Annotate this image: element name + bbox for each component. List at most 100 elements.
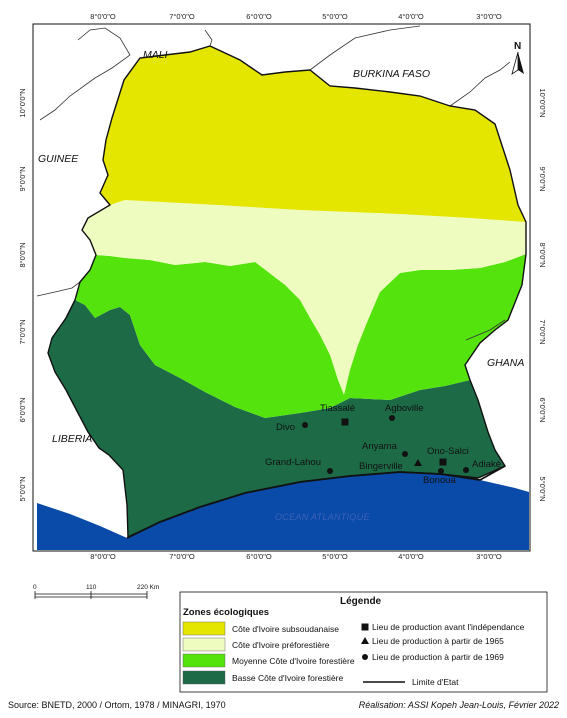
city-ono-salci: Ono-Salci <box>427 446 469 466</box>
bottom-tick-label: 6°0'0"O <box>246 552 272 561</box>
legend-zone-swatch <box>182 670 226 685</box>
legend-triangle-icon <box>361 637 369 644</box>
triangle-marker-icon <box>414 459 422 466</box>
zone-basse-forestiere <box>48 300 505 537</box>
ocean-label: OCEAN ATLANTIQUE <box>275 512 371 522</box>
zone-subsoudanaise <box>100 46 526 222</box>
right-tick-label: 10°0'0"N <box>538 88 547 117</box>
bottom-tick-labels: 8°0'0"O 7°0'0"O 6°0'0"O 5°0'0"O 4°0'0"O 3°0'0… <box>90 552 502 561</box>
production-sites: Divo Tiassalé Agboville Anyama Ono-Salci Gran… <box>265 403 501 486</box>
bottom-tick-label: 8°0'0"O <box>90 552 116 561</box>
right-tick-labels: 10°0'0"N 9°0'0"N 8°0'0"N 7°0'0"N 6°0'0"N 5°0'… <box>538 88 547 501</box>
bottom-tick-label: 7°0'0"O <box>169 552 195 561</box>
legend-symbol-label: Lieu de production à partir de 1965 <box>372 636 504 646</box>
circle-marker-icon <box>389 415 395 421</box>
city-label: Grand-Lahou <box>265 457 321 468</box>
legend-zone-label: Basse Côte d'Ivoire forestière <box>232 673 344 683</box>
scale-bar: 0 110 220 Km <box>33 584 159 599</box>
coastline <box>126 465 506 539</box>
left-tick-label: 7°0'0"N <box>18 319 27 344</box>
bottom-tick-label: 5°0'0"O <box>322 552 348 561</box>
top-tick-label: 4°0'0"O <box>398 12 424 21</box>
legend-zone-item: Basse Côte d'Ivoire forestière <box>182 670 344 685</box>
legend-symbol-item: Lieu de production à partir de 1969 <box>362 652 504 662</box>
square-marker-icon <box>341 418 349 426</box>
country-label-guinee: GUINEE <box>38 153 79 165</box>
city-adiak-: Adiaké <box>463 459 501 473</box>
legend-boundary-label: Limite d'Etat <box>412 677 459 687</box>
legend-zone-item: Moyenne Côte d'Ivoire forestière <box>182 653 355 668</box>
right-tick-label: 6°0'0"N <box>538 397 547 422</box>
legend-zone-label: Côte d'Ivoire préforestière <box>232 640 330 650</box>
state-boundary <box>47 45 527 539</box>
legend-zones-title: Zones écologiques <box>183 607 269 618</box>
legend-symbol-label: Lieu de production à partir de 1969 <box>372 652 504 662</box>
city-label: Ono-Salci <box>427 446 469 457</box>
legend-zone-swatch <box>182 653 226 668</box>
legend-symbol-item: Lieu de production à partir de 1965 <box>361 636 504 646</box>
country-label-liberia: LIBERIA <box>52 433 92 445</box>
bottom-tick-label: 4°0'0"O <box>398 552 424 561</box>
legend-symbol-item: Lieu de production avant l'indépendance <box>361 622 525 632</box>
neighbour-borders <box>36 25 511 341</box>
left-tick-label: 6°0'0"N <box>18 397 27 422</box>
city-bingerville: Bingerville <box>359 459 422 472</box>
city-label: Bonoua <box>423 475 456 486</box>
square-marker-icon <box>439 458 447 466</box>
legend-zone-item: Côte d'Ivoire préforestière <box>182 637 330 652</box>
left-tick-label: 8°0'0"N <box>18 242 27 267</box>
legend-circle-icon <box>362 654 368 660</box>
top-tick-label: 5°0'0"O <box>322 12 348 21</box>
circle-marker-icon <box>402 451 408 457</box>
top-tick-label: 3°0'0"O <box>476 12 502 21</box>
legend-symbol-label: Lieu de production avant l'indépendance <box>372 622 525 632</box>
scale-label-110: 110 <box>86 584 97 591</box>
zone-moyenne-forestiere <box>75 254 526 418</box>
legend-zone-swatch <box>182 637 226 652</box>
left-tick-labels: 10°0'0"N 9°0'0"N 8°0'0"N 7°0'0"N 6°0'0"N 5°0'… <box>18 88 27 501</box>
country-label-mali: MALI <box>143 49 168 61</box>
top-tick-label: 8°0'0"O <box>90 12 116 21</box>
city-label: Agboville <box>385 403 424 414</box>
legend-square-icon <box>361 623 369 631</box>
city-bonoua: Bonoua <box>423 468 456 486</box>
legend-zone-label: Côte d'Ivoire subsoudanaise <box>232 624 339 634</box>
city-label: Adiaké <box>472 459 501 470</box>
scale-label-0: 0 <box>33 584 37 591</box>
right-tick-label: 5°0'0"N <box>538 476 547 501</box>
circle-marker-icon <box>302 422 308 428</box>
ocean-area <box>37 472 529 550</box>
city-anyama: Anyama <box>362 441 408 457</box>
circle-marker-icon <box>438 468 444 474</box>
legend-zone-entries: Côte d'Ivoire subsoudanaise Côte d'Ivoire… <box>182 621 355 685</box>
city-label: Tiassalé <box>320 403 355 414</box>
left-tick-label: 9°0'0"N <box>18 166 27 191</box>
legend-zone-label: Moyenne Côte d'Ivoire forestière <box>232 656 355 666</box>
country-label-ghana: GHANA <box>487 357 524 369</box>
north-label: N <box>514 41 521 52</box>
right-tick-label: 7°0'0"N <box>538 319 547 344</box>
scale-label-220: 220 Km <box>137 584 159 591</box>
north-arrow-icon: N <box>511 41 524 75</box>
right-tick-label: 8°0'0"N <box>538 242 547 267</box>
left-tick-label: 5°0'0"N <box>18 476 27 501</box>
circle-marker-icon <box>463 467 469 473</box>
right-tick-label: 9°0'0"N <box>538 166 547 191</box>
zone-preforestiere <box>82 200 526 395</box>
circle-marker-icon <box>327 468 333 474</box>
city-label: Divo <box>276 422 295 433</box>
legend-symbol-entries: Lieu de production avant l'indépendance L… <box>361 622 525 662</box>
top-tick-label: 7°0'0"O <box>169 12 195 21</box>
top-tick-label: 6°0'0"O <box>246 12 272 21</box>
city-grand-lahou: Grand-Lahou <box>265 457 333 474</box>
legend-zone-item: Côte d'Ivoire subsoudanaise <box>182 621 339 636</box>
city-label: Anyama <box>362 441 398 452</box>
footer-source: Source: BNETD, 2000 / Ortom, 1978 / MINA… <box>8 700 226 710</box>
legend: Légende Zones écologiques Côte d'Ivoire … <box>179 591 548 693</box>
footer-credit: Réalisation: ASSI Kopeh Jean-Louis, Févr… <box>358 700 559 710</box>
city-label: Bingerville <box>359 461 403 472</box>
legend-title: Légende <box>340 596 382 607</box>
city-agboville: Agboville <box>385 403 424 421</box>
country-label-burkina: BURKINA FASO <box>353 68 430 80</box>
